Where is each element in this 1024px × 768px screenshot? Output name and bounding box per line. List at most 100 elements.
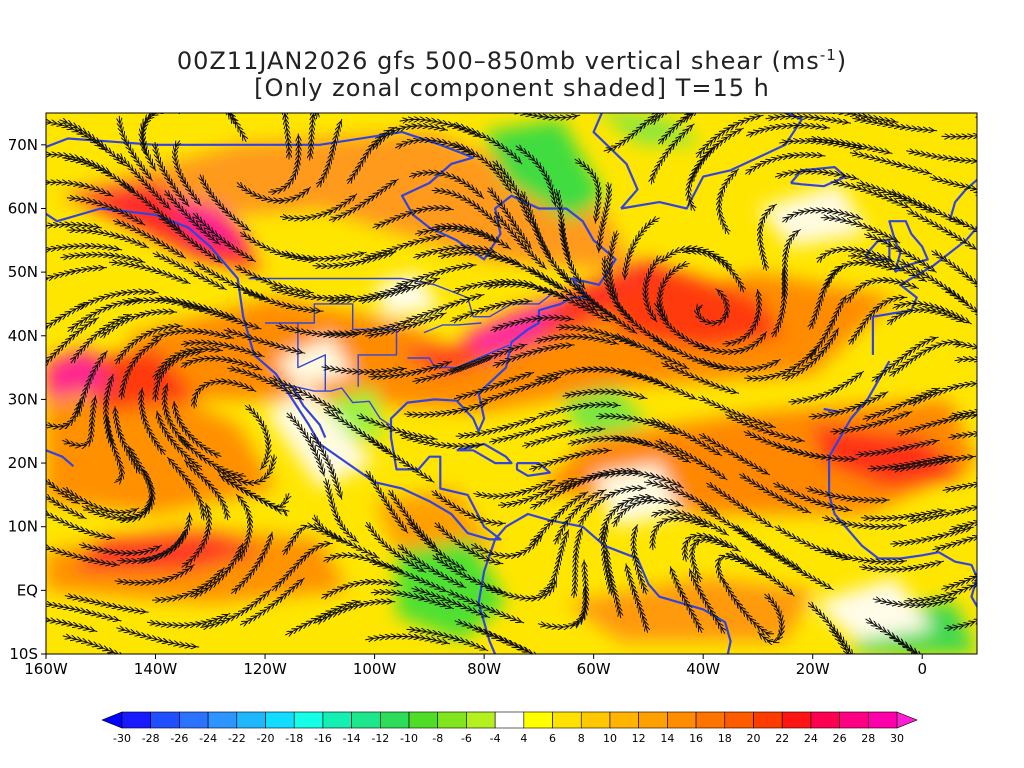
streamline-arrow <box>995 356 1000 359</box>
streamline-arrow <box>856 250 863 251</box>
streamline <box>431 491 506 524</box>
streamline-arrow <box>562 226 563 232</box>
streamline-arrow <box>951 159 957 160</box>
streamline-arrow <box>80 558 87 559</box>
streamline <box>234 266 314 293</box>
streamline <box>46 545 120 565</box>
streamline-arrow <box>54 319 60 322</box>
streamline <box>180 305 262 329</box>
streamline <box>574 159 599 224</box>
streamline <box>774 172 860 180</box>
lat-tick-label: 70N <box>8 136 38 154</box>
streamline-arrow <box>143 416 144 421</box>
streamline-arrow <box>727 127 732 130</box>
streamline <box>403 403 489 415</box>
streamline-arrow <box>355 605 362 606</box>
colorbar-swatch <box>437 711 467 729</box>
streamline <box>46 268 108 286</box>
streamline-arrow <box>565 433 572 434</box>
streamline-arrow <box>904 253 909 256</box>
streamline <box>625 218 660 281</box>
streamline <box>287 413 325 477</box>
streamline <box>46 225 102 230</box>
streamline <box>62 636 141 654</box>
lon-tick-label: 20W <box>796 660 830 678</box>
streamline <box>328 178 399 220</box>
colorbar-swatch <box>322 711 352 729</box>
streamline-arrow <box>258 559 261 564</box>
lon-tick-label: 160W <box>24 660 68 678</box>
colorbar-swatch <box>753 711 783 729</box>
streamline-arrow <box>1017 317 1020 321</box>
streamline-arrow <box>309 396 315 399</box>
streamline-arrow <box>785 254 786 260</box>
colorbar-swatch <box>150 711 180 729</box>
streamline <box>150 331 235 340</box>
streamline-arrow <box>405 243 411 245</box>
streamline-arrow <box>224 103 227 107</box>
streamline <box>141 387 165 456</box>
streamline <box>626 563 648 633</box>
colorbar-swatch <box>523 711 553 729</box>
colorbar-label: -20 <box>257 732 275 745</box>
map-axes: 160W 140W 120W 100W 80W 60W 40W 20W 0 70N 60N 50N 40… <box>8 136 927 678</box>
colorbar-label: -16 <box>314 732 332 745</box>
streamline <box>210 113 247 143</box>
streamline-arrow <box>522 386 528 388</box>
colorbar-swatch <box>839 711 869 729</box>
streamline-arrow <box>1017 100 1022 103</box>
streamline <box>659 248 731 269</box>
streamline-arrow <box>718 96 723 98</box>
streamline <box>929 177 977 195</box>
streamline-arrow <box>409 324 415 326</box>
streamline-arrow <box>312 444 314 449</box>
streamline <box>599 181 610 253</box>
streamline-arrow <box>973 189 977 190</box>
streamline <box>733 526 802 571</box>
streamline <box>997 376 1024 428</box>
colorbar-swatch <box>724 711 754 729</box>
streamline <box>610 230 618 301</box>
streamline <box>435 523 504 564</box>
streamline-arrow <box>688 437 694 440</box>
colorbar-swatch <box>667 711 697 729</box>
streamline-arrow <box>873 308 877 312</box>
streamline <box>978 264 1024 316</box>
streamline-arrow <box>603 219 604 225</box>
streamline-arrow <box>336 515 338 519</box>
colorbar-swatch <box>408 711 439 729</box>
streamline <box>174 400 222 457</box>
streamline-arrow <box>410 637 417 638</box>
streamline <box>949 512 977 530</box>
streamline <box>239 232 318 260</box>
lat-tick-label: 10N <box>8 518 38 536</box>
colorbar-swatch <box>380 711 410 729</box>
streamline-arrow <box>332 147 333 152</box>
streamline-arrow <box>534 350 541 352</box>
streamline-arrow <box>929 208 935 210</box>
streamline-arrow <box>143 472 145 477</box>
lat-tick-label: 40N <box>8 327 38 345</box>
streamline <box>931 251 977 300</box>
colorbar-swatch <box>867 711 898 729</box>
streamline <box>722 288 760 344</box>
streamline-arrow <box>819 172 826 173</box>
colorbar-label: 22 <box>775 732 789 745</box>
streamline <box>997 437 1024 469</box>
streamline-arrow <box>634 553 635 558</box>
streamline-arrow <box>669 146 672 151</box>
colorbar-swatch <box>293 711 324 729</box>
colorbar-swatch <box>494 711 525 729</box>
streamline-arrow <box>579 337 586 338</box>
streamline <box>573 68 648 103</box>
streamline-arrow <box>582 102 587 104</box>
streamline <box>268 133 298 193</box>
streamline-arrow <box>813 547 818 549</box>
streamline-arrow <box>451 638 456 640</box>
streamline <box>571 559 587 627</box>
colorbar-label: -24 <box>199 732 217 745</box>
streamline-arrow <box>799 571 805 574</box>
streamline <box>223 330 306 353</box>
streamline <box>697 288 727 324</box>
streamline-arrow <box>724 314 726 319</box>
